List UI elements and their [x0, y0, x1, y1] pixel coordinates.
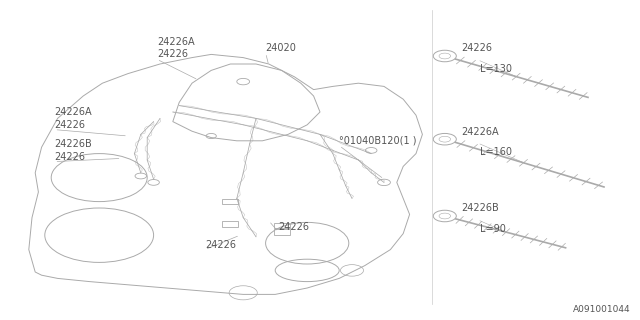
- Bar: [223, 221, 238, 227]
- Text: °01040B120(1 ): °01040B120(1 ): [339, 136, 417, 146]
- Text: 24226: 24226: [205, 240, 236, 250]
- Text: A091001044: A091001044: [573, 305, 630, 314]
- Text: 24226A: 24226A: [461, 127, 499, 137]
- Text: 24226: 24226: [54, 152, 85, 162]
- Text: 24226: 24226: [54, 120, 85, 130]
- Text: 24226B: 24226B: [461, 204, 499, 213]
- Text: L=130: L=130: [480, 64, 512, 74]
- Text: L=90: L=90: [480, 224, 506, 234]
- Text: 24020: 24020: [266, 43, 296, 53]
- Text: 24226A: 24226A: [157, 37, 195, 47]
- Bar: [223, 199, 238, 204]
- Text: 24226A: 24226A: [54, 108, 92, 117]
- Text: 24226B: 24226B: [54, 140, 92, 149]
- Bar: [274, 229, 290, 235]
- Text: 24226: 24226: [461, 44, 492, 53]
- Bar: [274, 223, 290, 228]
- Text: 24226: 24226: [278, 222, 309, 232]
- Text: L=160: L=160: [480, 147, 512, 157]
- Text: 24226: 24226: [157, 49, 188, 59]
